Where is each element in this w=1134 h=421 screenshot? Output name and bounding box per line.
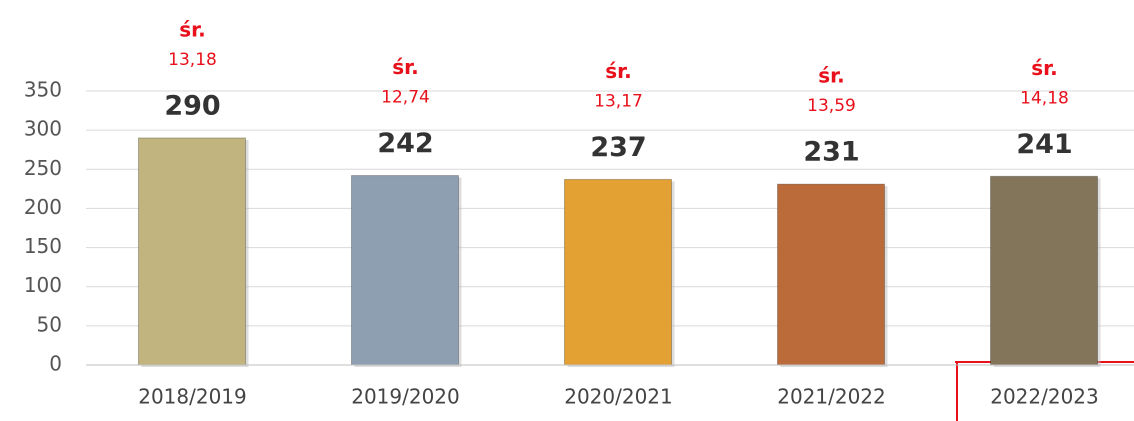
value-label: 290 (164, 90, 220, 121)
annotation-label: śr. (1031, 56, 1058, 80)
annotation-label: śr. (392, 55, 419, 79)
x-tick-label: 2019/2020 (351, 385, 460, 409)
x-tick-label: 2018/2019 (138, 385, 247, 409)
value-label: 231 (803, 137, 859, 168)
annotation-value: 13,59 (807, 96, 856, 116)
bar (564, 178, 672, 366)
value-label: 237 (590, 132, 646, 163)
annotation-label: śr. (179, 17, 206, 41)
annotation-label: śr. (605, 59, 632, 83)
value-label: 241 (1016, 129, 1072, 160)
y-tick-label: 150 (24, 234, 62, 258)
y-tick-label: 300 (24, 117, 62, 141)
x-tick-label: 2021/2022 (777, 385, 886, 409)
y-tick-label: 0 (49, 352, 62, 376)
bar (990, 175, 1098, 366)
bar (138, 137, 246, 366)
y-tick-label: 100 (24, 273, 62, 297)
annotation-value: 12,74 (381, 88, 430, 108)
bar (351, 175, 459, 366)
annotation-value: 14,18 (1020, 88, 1069, 108)
x-tick-label: 2020/2021 (564, 385, 673, 409)
y-tick-label: 250 (24, 156, 62, 180)
value-label: 242 (377, 128, 433, 159)
bar (777, 183, 885, 366)
annotation-label: śr. (818, 64, 845, 88)
annotation-value: 13,17 (594, 91, 643, 111)
annotation-value: 13,18 (168, 50, 217, 70)
y-tick-label: 200 (24, 195, 62, 219)
y-tick-label: 350 (24, 78, 62, 102)
y-tick-label: 50 (37, 312, 62, 336)
x-tick-label: 2022/2023 (990, 385, 1099, 409)
